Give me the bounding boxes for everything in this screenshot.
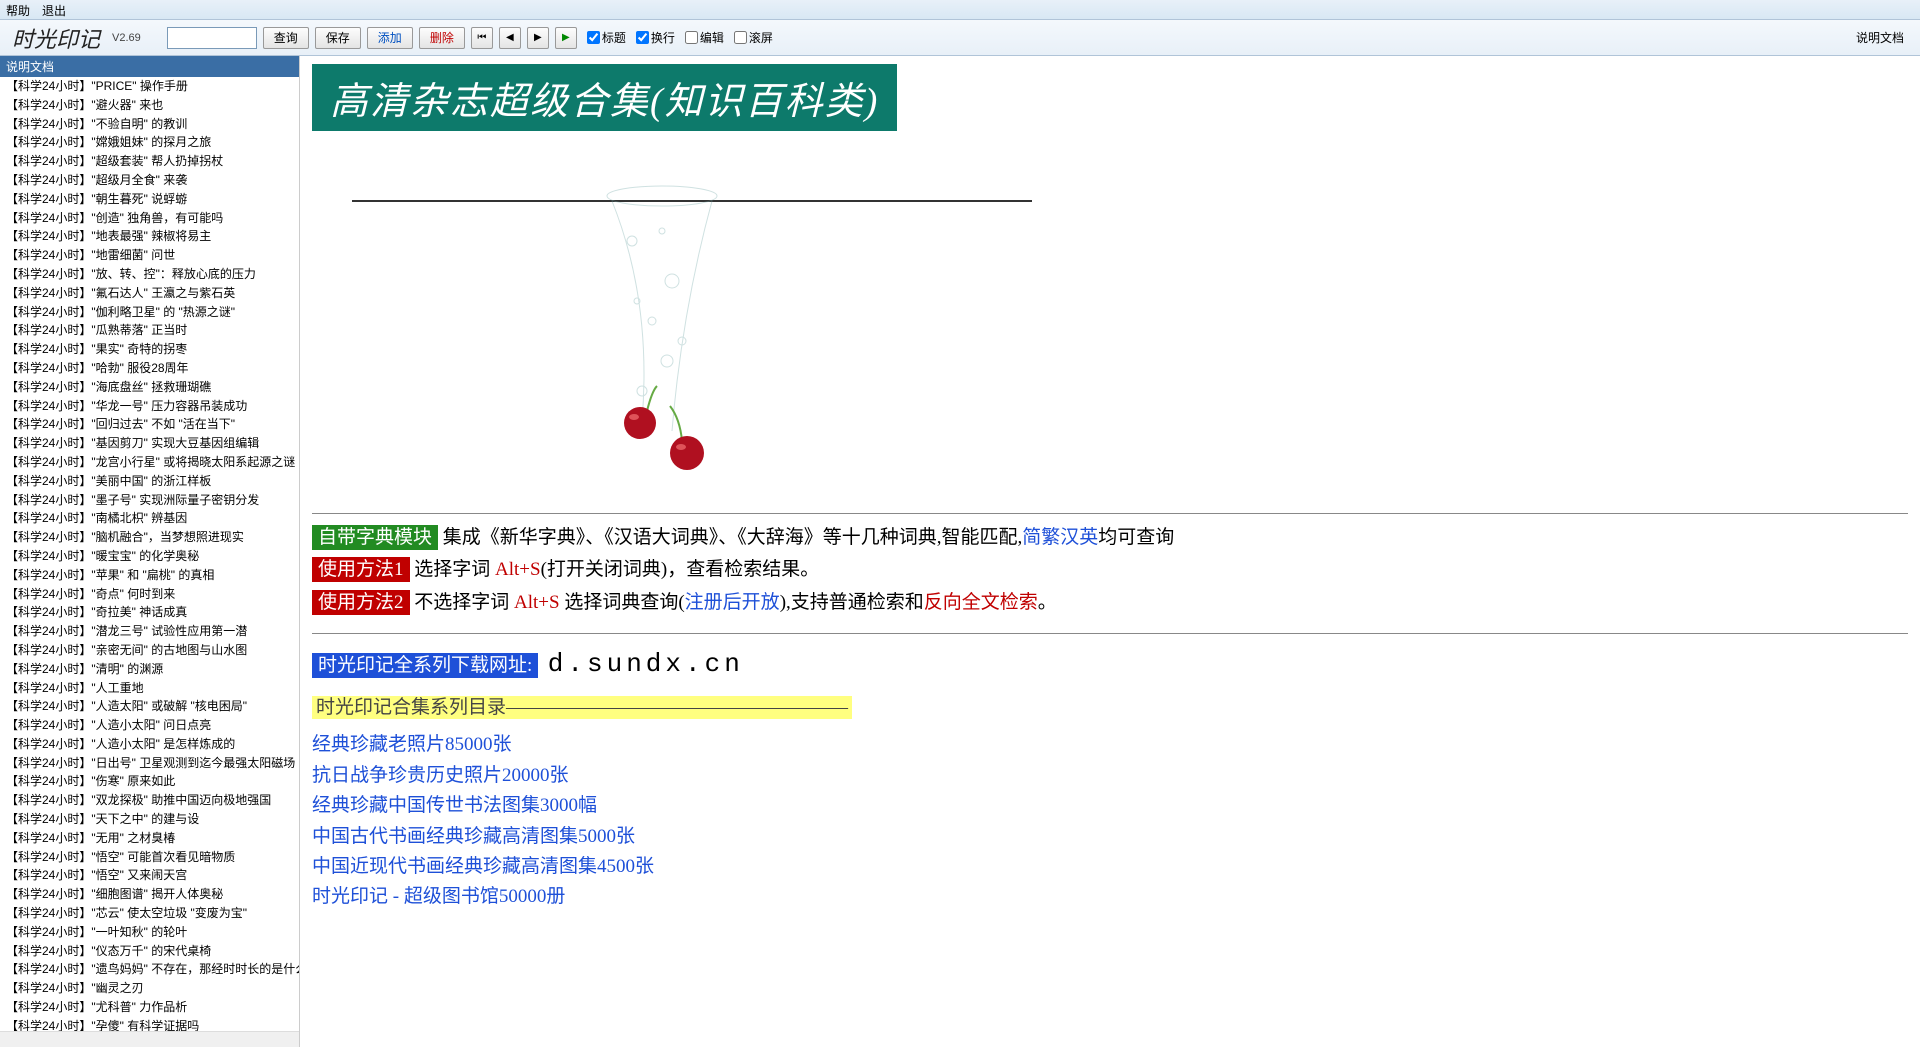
sidebar-item[interactable]: 【科学24小时】"苹果" 和 "扁桃" 的真相 <box>0 566 299 585</box>
doc-link[interactable]: 说明文档 <box>1856 29 1904 46</box>
menu-exit[interactable]: 退出 <box>42 2 66 17</box>
sidebar-item[interactable]: 【科学24小时】"奇点" 何时到来 <box>0 585 299 604</box>
sidebar-item[interactable]: 【科学24小时】"美丽中国" 的浙江样板 <box>0 472 299 491</box>
sidebar-item[interactable]: 【科学24小时】"龙宫小行星" 或将揭晓太阳系起源之谜 <box>0 453 299 472</box>
nav-play-button[interactable]: ▶ <box>555 27 577 49</box>
sidebar-item[interactable]: 【科学24小时】"清明" 的渊源 <box>0 660 299 679</box>
chk-edit[interactable]: 编辑 <box>685 29 724 46</box>
sidebar-item[interactable]: 【科学24小时】"南橘北枳" 辨基因 <box>0 509 299 528</box>
link-list: 经典珍藏老照片85000张抗日战争珍贵历史照片20000张经典珍藏中国传世书法图… <box>312 730 1908 912</box>
catalog-link[interactable]: 经典珍藏老照片85000张 <box>312 730 1908 760</box>
sidebar-item[interactable]: 【科学24小时】"双龙探极" 助推中国迈向极地强国 <box>0 791 299 810</box>
sidebar-item[interactable]: 【科学24小时】"芯云" 使太空垃圾 "变废为宝" <box>0 904 299 923</box>
banner-title: 高清杂志超级合集(知识百科类) <box>312 64 897 131</box>
app-version: V2.69 <box>112 32 141 44</box>
sidebar-item[interactable]: 【科学24小时】"哈勃" 服役28周年 <box>0 359 299 378</box>
sidebar-item[interactable]: 【科学24小时】"伤寒" 原来如此 <box>0 772 299 791</box>
sidebar-item[interactable]: 【科学24小时】"创造" 独角兽，有可能吗 <box>0 209 299 228</box>
main-area: 说明文档 【科学24小时】"PRICE" 操作手册【科学24小时】"避火器" 来… <box>0 56 1920 1047</box>
sidebar-item[interactable]: 【科学24小时】"人造小太阳" 问日点亮 <box>0 716 299 735</box>
sidebar-item[interactable]: 【科学24小时】"人造太阳" 或破解 "核电困局" <box>0 697 299 716</box>
sidebar-item[interactable]: 【科学24小时】"脑机融合"，当梦想照进现实 <box>0 528 299 547</box>
delete-button[interactable]: 删除 <box>419 27 465 49</box>
hero-image <box>312 141 1072 501</box>
sidebar-hscroll[interactable] <box>0 1031 299 1047</box>
catalog-header: 时光印记合集系列目录—————————————————— <box>312 692 1908 724</box>
sidebar-item[interactable]: 【科学24小时】"不验自明" 的教训 <box>0 115 299 134</box>
sidebar-item[interactable]: 【科学24小时】"基因剪刀" 实现大豆基因组编辑 <box>0 434 299 453</box>
sidebar-item[interactable]: 【科学24小时】"华龙一号" 压力容器吊装成功 <box>0 397 299 416</box>
sidebar-item[interactable]: 【科学24小时】"暖宝宝" 的化学奥秘 <box>0 547 299 566</box>
sidebar-list[interactable]: 【科学24小时】"PRICE" 操作手册【科学24小时】"避火器" 来也【科学2… <box>0 77 299 1031</box>
sidebar-item[interactable]: 【科学24小时】"人工重地 <box>0 679 299 698</box>
catalog-link[interactable]: 抗日战争珍贵历史照片20000张 <box>312 761 1908 791</box>
sidebar-item[interactable]: 【科学24小时】"瓜熟蒂落" 正当时 <box>0 321 299 340</box>
sidebar-item[interactable]: 【科学24小时】"遗鸟妈妈" 不存在，那经时时长的是什么 <box>0 960 299 979</box>
sidebar-item[interactable]: 【科学24小时】"悟空" 可能首次看见暗物质 <box>0 848 299 867</box>
sidebar-item[interactable]: 【科学24小时】"孕傻" 有科学证据吗 <box>0 1017 299 1031</box>
sidebar-item[interactable]: 【科学24小时】"细胞图谱" 揭开人体奥秘 <box>0 885 299 904</box>
info-line-2: 使用方法1 选择字词 Alt+S(打开关闭词典)，查看检索结果。 <box>312 554 1908 586</box>
sidebar-item[interactable]: 【科学24小时】"朝生暮死" 说蜉蝣 <box>0 190 299 209</box>
sidebar-item[interactable]: 【科学24小时】"奇拉美" 神话成真 <box>0 603 299 622</box>
sidebar-item[interactable]: 【科学24小时】"伽利略卫星" 的 "热源之谜" <box>0 303 299 322</box>
sidebar-item[interactable]: 【科学24小时】"潜龙三号" 试验性应用第一潜 <box>0 622 299 641</box>
sidebar-item[interactable]: 【科学24小时】"亲密无间" 的古地图与山水图 <box>0 641 299 660</box>
toolbar: 时光印记 V2.69 查询 保存 添加 删除 ⏮ ◀ ▶ ▶ 标题 换行 编辑 … <box>0 20 1920 56</box>
sidebar-item[interactable]: 【科学24小时】"氟石达人" 王瀛之与紫石英 <box>0 284 299 303</box>
sidebar-header: 说明文档 <box>0 56 299 77</box>
sidebar-item[interactable]: 【科学24小时】"悟空" 又来闹天宫 <box>0 866 299 885</box>
info-line-3: 使用方法2 不选择字词 Alt+S 选择词典查询(注册后开放),支持普通检索和反… <box>312 587 1908 619</box>
sidebar-item[interactable]: 【科学24小时】"超级月全食" 来袭 <box>0 171 299 190</box>
catalog-link[interactable]: 经典珍藏中国传世书法图集3000幅 <box>312 791 1908 821</box>
download-line: 时光印记全系列下载网址: d.sundx.cn <box>312 642 1908 686</box>
sidebar-item[interactable]: 【科学24小时】"天下之中" 的建与设 <box>0 810 299 829</box>
sidebar-item[interactable]: 【科学24小时】"嫦娥姐妹" 的探月之旅 <box>0 133 299 152</box>
add-button[interactable]: 添加 <box>367 27 413 49</box>
nav-next-button[interactable]: ▶ <box>527 27 549 49</box>
menubar: 帮助 退出 <box>0 0 1920 20</box>
sidebar-item[interactable]: 【科学24小时】"回归过去" 不如 "活在当下" <box>0 415 299 434</box>
sidebar-item[interactable]: 【科学24小时】"地雷细菌" 问世 <box>0 246 299 265</box>
sidebar-item[interactable]: 【科学24小时】"墨子号" 实现洲际量子密钥分发 <box>0 491 299 510</box>
menu-help[interactable]: 帮助 <box>6 2 30 17</box>
chk-title[interactable]: 标题 <box>587 29 626 46</box>
sidebar: 说明文档 【科学24小时】"PRICE" 操作手册【科学24小时】"避火器" 来… <box>0 56 300 1047</box>
sidebar-item[interactable]: 【科学24小时】"日出号" 卫星观测到迄今最强太阳磁场 <box>0 754 299 773</box>
sidebar-item[interactable]: 【科学24小时】"无用" 之材臭椿 <box>0 829 299 848</box>
sidebar-item[interactable]: 【科学24小时】"幽灵之刃 <box>0 979 299 998</box>
sidebar-item[interactable]: 【科学24小时】"避火器" 来也 <box>0 96 299 115</box>
chk-wrap[interactable]: 换行 <box>636 29 675 46</box>
chk-scroll[interactable]: 滚屏 <box>734 29 773 46</box>
app-logo: 时光印记 <box>8 22 104 54</box>
search-input[interactable] <box>167 27 257 49</box>
search-button[interactable]: 查询 <box>263 27 309 49</box>
nav-prev-button[interactable]: ◀ <box>499 27 521 49</box>
catalog-link[interactable]: 中国近现代书画经典珍藏高清图集4500张 <box>312 852 1908 882</box>
sidebar-item[interactable]: 【科学24小时】"果实" 奇特的拐枣 <box>0 340 299 359</box>
sidebar-item[interactable]: 【科学24小时】"PRICE" 操作手册 <box>0 77 299 96</box>
sidebar-item[interactable]: 【科学24小时】"超级套装" 帮人扔掉拐杖 <box>0 152 299 171</box>
sidebar-item[interactable]: 【科学24小时】"海底盘丝" 拯救珊瑚礁 <box>0 378 299 397</box>
sidebar-item[interactable]: 【科学24小时】"一叶知秋" 的轮叶 <box>0 923 299 942</box>
sidebar-item[interactable]: 【科学24小时】"人造小太阳" 是怎样炼成的 <box>0 735 299 754</box>
sidebar-item[interactable]: 【科学24小时】"尤科普" 力作品析 <box>0 998 299 1017</box>
catalog-link[interactable]: 中国古代书画经典珍藏高清图集5000张 <box>312 822 1908 852</box>
save-button[interactable]: 保存 <box>315 27 361 49</box>
nav-first-button[interactable]: ⏮ <box>471 27 493 49</box>
info-line-1: 自带字典模块 集成《新华字典》、《汉语大词典》、《大辞海》等十几种词典,智能匹配… <box>312 522 1908 554</box>
sidebar-item[interactable]: 【科学24小时】"放、转、控"：释放心底的压力 <box>0 265 299 284</box>
sidebar-item[interactable]: 【科学24小时】"仪态万千" 的宋代桌椅 <box>0 942 299 961</box>
sidebar-item[interactable]: 【科学24小时】"地表最强" 辣椒将易主 <box>0 227 299 246</box>
catalog-link[interactable]: 时光印记 - 超级图书馆50000册 <box>312 882 1908 912</box>
content-pane[interactable]: 高清杂志超级合集(知识百科类) <box>300 56 1920 1047</box>
